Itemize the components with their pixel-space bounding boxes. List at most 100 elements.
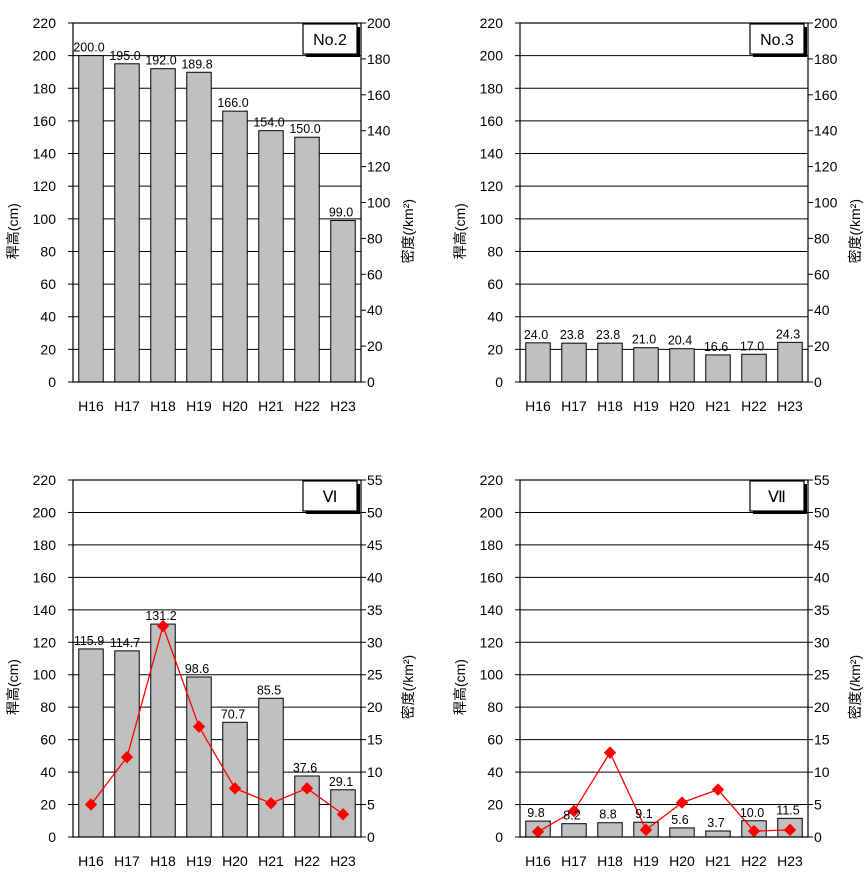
y-tick-label: 160 xyxy=(33,113,57,129)
y-tick-label: 100 xyxy=(33,211,57,227)
y2-tick-label: 40 xyxy=(367,302,383,318)
bar-h16 xyxy=(525,342,551,383)
y-tick-label: 140 xyxy=(480,146,504,162)
density-line xyxy=(537,751,791,833)
y2-tick-label: 160 xyxy=(367,87,391,103)
y2-tick-label: 35 xyxy=(814,602,830,618)
y2-tick-label: 160 xyxy=(814,87,838,103)
panel-label-box xyxy=(749,480,805,512)
y-tick-label: 40 xyxy=(487,309,503,325)
data-label: 8.8 xyxy=(599,808,616,822)
bar-h23 xyxy=(777,341,803,383)
x-tick-label: H16 xyxy=(78,853,104,869)
y2-tick-label: 0 xyxy=(367,829,375,845)
x-tick-label: H19 xyxy=(186,398,212,414)
x-tick-label: H22 xyxy=(741,853,767,869)
density-marker-h18 xyxy=(603,746,617,759)
data-label: 115.9 xyxy=(74,634,104,648)
y2-axis-title: 密度(/km²) xyxy=(847,199,863,264)
plot-area xyxy=(520,480,808,837)
y2-tick-label: 0 xyxy=(814,374,822,390)
y-tick-label: 0 xyxy=(495,374,503,390)
y2-axis-title: 密度(/km²) xyxy=(847,655,863,720)
x-tick-label: H17 xyxy=(114,398,140,414)
data-label: 16.6 xyxy=(704,340,728,354)
y-tick-label: 140 xyxy=(480,602,504,618)
density-marker-h20 xyxy=(228,782,242,795)
data-label: 70.7 xyxy=(221,707,245,721)
x-tick-label: H23 xyxy=(777,853,803,869)
y-tick-label: 20 xyxy=(40,797,56,813)
y-tick-label: 60 xyxy=(487,732,503,748)
data-label: 24.3 xyxy=(776,327,800,341)
y-tick-label: 140 xyxy=(33,146,57,162)
y2-tick-label: 200 xyxy=(814,15,838,31)
y-tick-label: 160 xyxy=(33,569,57,585)
chart-panel-2: 24.0 23.8 23.8 21.0 20.4 16.6 17.0 24.3 0 20 40 60 8… xyxy=(452,15,863,414)
bar-h21 xyxy=(705,354,731,383)
x-tick-label: H16 xyxy=(525,853,551,869)
density-marker-h23 xyxy=(783,823,797,837)
plot-frame xyxy=(519,479,809,838)
bar-h20 xyxy=(222,721,248,838)
data-label: 189.8 xyxy=(181,57,212,71)
y2-tick-label: 30 xyxy=(814,634,830,650)
x-tick-label: H18 xyxy=(597,853,623,869)
bar-h17 xyxy=(561,823,587,838)
y-tick-label: 160 xyxy=(480,569,504,585)
data-label: 99.0 xyxy=(329,205,353,219)
y-tick-label: 60 xyxy=(40,732,56,748)
data-label: 5.6 xyxy=(671,813,688,827)
y-axis-title: 稈高(cm) xyxy=(5,203,21,259)
y2-tick-label: 120 xyxy=(367,159,391,175)
y-tick-label: 200 xyxy=(480,504,504,520)
y2-tick-label: 15 xyxy=(367,732,383,748)
data-label: 131.2 xyxy=(145,609,176,623)
panel-label-box xyxy=(302,23,358,55)
y2-tick-label: 55 xyxy=(367,472,383,488)
y2-tick-label: 25 xyxy=(367,667,383,683)
bar-h18 xyxy=(597,822,623,838)
y2-tick-label: 100 xyxy=(367,195,391,211)
x-tick-label: H18 xyxy=(150,398,176,414)
y-tick-label: 40 xyxy=(40,764,56,780)
plot-area xyxy=(520,23,808,382)
y2-tick-label: 30 xyxy=(367,634,383,650)
data-label: 3.7 xyxy=(707,816,724,830)
y-tick-label: 80 xyxy=(487,243,503,259)
chart-panel-1: 200.0 195.0 192.0 189.8 166.0 154.0 150.0 99.0 0… xyxy=(5,15,416,414)
bar-h20 xyxy=(222,110,248,383)
x-tick-label: H23 xyxy=(330,398,356,414)
x-tick-label: H23 xyxy=(330,853,356,869)
x-tick-label: H21 xyxy=(705,398,731,414)
x-tick-label: H23 xyxy=(777,398,803,414)
bar-h17 xyxy=(561,342,587,383)
data-label: 8.2 xyxy=(563,809,580,823)
data-label: 150.0 xyxy=(289,122,320,136)
bar-h19 xyxy=(186,71,212,383)
x-tick-label: H16 xyxy=(78,398,104,414)
panel-label: Ⅵ xyxy=(323,489,338,506)
y2-tick-label: 0 xyxy=(367,374,375,390)
y-tick-label: 100 xyxy=(480,211,504,227)
y-tick-label: 20 xyxy=(487,341,503,357)
x-tick-label: H19 xyxy=(186,853,212,869)
x-tick-label: H22 xyxy=(741,398,767,414)
data-label: 195.0 xyxy=(109,49,140,63)
y2-tick-label: 10 xyxy=(367,764,383,780)
bar-h21 xyxy=(705,830,731,838)
y-tick-label: 100 xyxy=(480,667,504,683)
data-label: 23.8 xyxy=(596,328,620,342)
y2-tick-label: 20 xyxy=(814,699,830,715)
x-tick-label: H20 xyxy=(669,398,695,414)
y2-tick-label: 20 xyxy=(814,338,830,354)
y2-axis-title: 密度(/km²) xyxy=(400,199,416,264)
data-label: 98.6 xyxy=(185,662,209,676)
y-tick-label: 0 xyxy=(48,829,56,845)
y-tick-label: 0 xyxy=(495,829,503,845)
bar-h23 xyxy=(330,219,356,383)
chart-panel-3: 115.9 114.7 131.2 98.6 70.7 85.5 37.6 29.1 0 20 40… xyxy=(5,472,416,869)
y2-tick-label: 25 xyxy=(814,667,830,683)
y-tick-label: 200 xyxy=(33,48,57,64)
y2-tick-label: 120 xyxy=(814,159,838,175)
